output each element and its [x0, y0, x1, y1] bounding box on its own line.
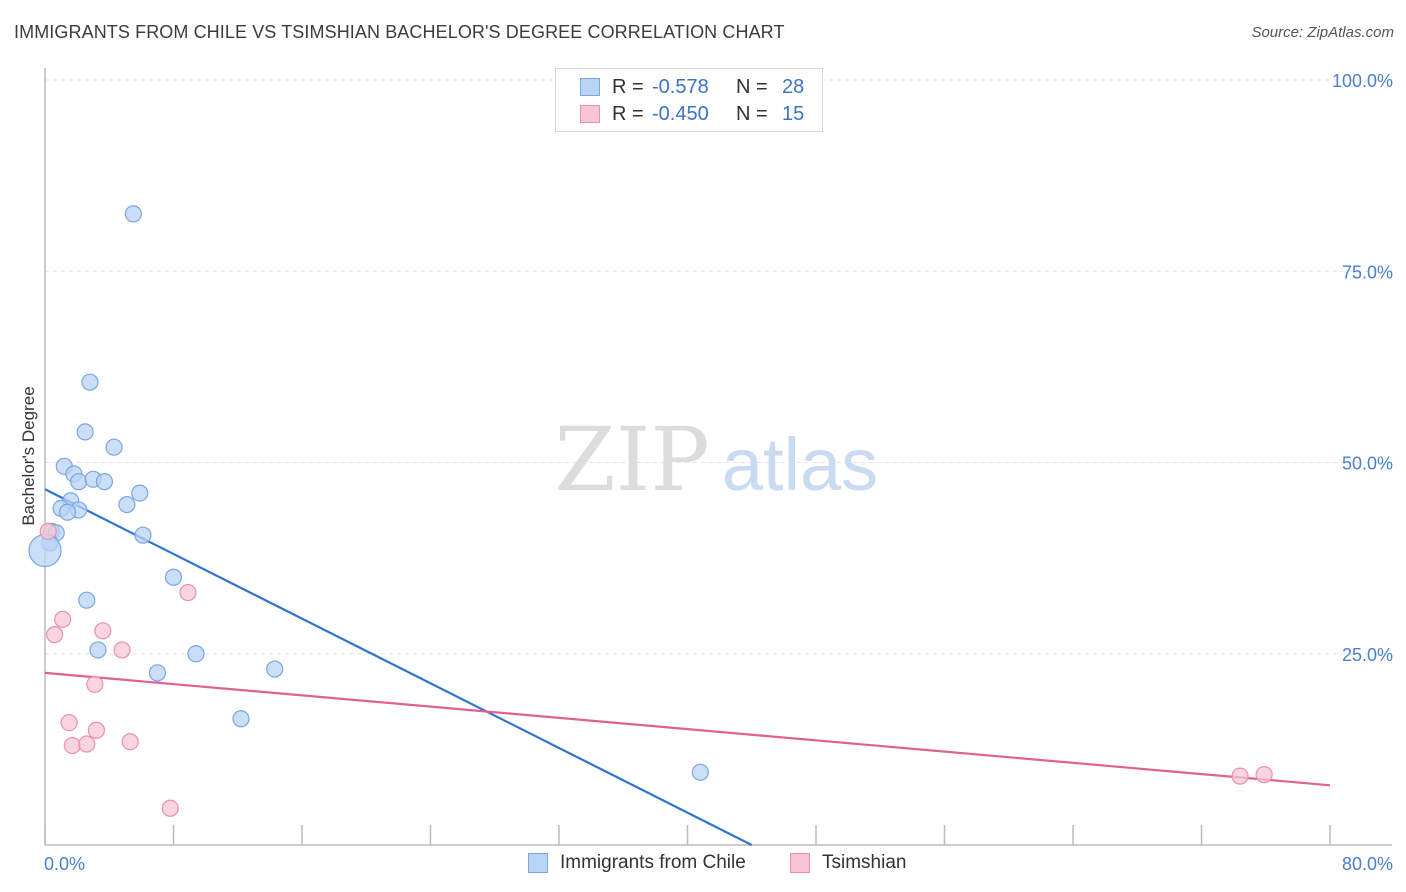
data-point-chile — [89, 641, 107, 659]
data-point-tsimshian — [39, 522, 57, 540]
data-point-tsimshian — [113, 641, 131, 659]
series-legend-tsimshian[interactable]: Tsimshian — [790, 852, 906, 874]
correlation-legend: R = -0.578 N = 28 R = -0.450 N = 15 — [555, 68, 823, 132]
data-point-tsimshian — [54, 610, 72, 628]
watermark-atlas: atlas — [722, 423, 878, 506]
y-tick-label: 75.0% — [1342, 262, 1393, 282]
data-point-chile — [118, 495, 136, 514]
series-legend: Immigrants from Chile Tsimshian — [0, 852, 1406, 878]
y-tick-label: 100.0% — [1332, 71, 1393, 91]
data-point-tsimshian — [78, 735, 96, 753]
data-point-chile — [131, 484, 149, 502]
data-point-chile — [691, 763, 709, 781]
x-tick-label: 80.0% — [1342, 854, 1393, 874]
data-point-chile — [187, 645, 205, 663]
legend-swatch-tsimshian — [580, 105, 600, 123]
legend-swatch-chile — [580, 78, 600, 96]
data-point-tsimshian — [94, 622, 112, 640]
x-tick-label: 0.0% — [44, 854, 85, 874]
legend-r-label: R = — [612, 102, 644, 125]
data-point-tsimshian — [87, 721, 106, 739]
legend-r-label: R = — [612, 75, 644, 98]
data-point-tsimshian — [86, 675, 104, 693]
data-point-chile — [76, 423, 94, 441]
data-point-tsimshian — [46, 626, 64, 644]
legend-row-tsimshian: R = -0.450 N = 15 — [580, 101, 804, 127]
legend-row-chile: R = -0.578 N = 28 — [580, 74, 804, 100]
source-label: Source: ZipAtlas.com — [1251, 24, 1394, 41]
data-point-chile — [70, 473, 88, 491]
data-point-tsimshian — [161, 799, 179, 817]
series-label-tsimshian: Tsimshian — [822, 852, 907, 873]
y-axis-label: Bachelor's Degree — [19, 386, 38, 525]
data-point-tsimshian — [1231, 767, 1249, 785]
axes — [44, 68, 1392, 846]
chart-title: IMMIGRANTS FROM CHILE VS TSIMSHIAN BACHE… — [14, 22, 785, 42]
legend-r-value: -0.578 — [652, 75, 709, 98]
legend-n-label: N = — [736, 75, 768, 98]
axis-labels: 25.0% 50.0% 75.0% 100.0% 0.0% 80.0% — [44, 71, 1393, 874]
data-point-chile — [105, 438, 123, 456]
trendline-tsimshian — [44, 671, 1331, 787]
data-point-chile — [124, 205, 142, 223]
watermark-zip: ZIP — [554, 408, 709, 511]
grid-lines — [45, 79, 1392, 655]
series-label-chile: Immigrants from Chile — [560, 852, 746, 873]
data-point-chile — [78, 591, 96, 609]
trendline-chile — [44, 488, 753, 846]
y-tick-label: 25.0% — [1342, 645, 1393, 665]
data-point-chile — [81, 373, 99, 391]
trendlines — [44, 488, 1331, 846]
data-point-chile — [148, 664, 167, 682]
series-swatch-chile — [528, 853, 548, 873]
series-legend-chile[interactable]: Immigrants from Chile — [528, 852, 746, 874]
data-point-tsimshian — [121, 733, 139, 751]
data-points — [28, 205, 1273, 817]
legend-n-value: 28 — [782, 75, 805, 98]
data-point-chile — [266, 660, 284, 678]
data-point-tsimshian — [60, 713, 78, 732]
data-point-chile — [134, 526, 152, 544]
data-point-tsimshian — [63, 736, 81, 755]
data-point-chile — [164, 568, 183, 586]
data-point-chile — [95, 473, 114, 491]
data-point-tsimshian — [1255, 766, 1273, 784]
legend-r-value: -0.450 — [652, 102, 709, 125]
legend-n-label: N = — [736, 102, 768, 125]
data-point-tsimshian — [179, 583, 197, 602]
data-point-chile — [232, 710, 250, 728]
series-swatch-tsimshian — [790, 853, 810, 873]
y-tick-label: 50.0% — [1342, 454, 1393, 474]
legend-n-value: 15 — [782, 102, 805, 125]
data-point-chile — [58, 503, 77, 521]
watermark: ZIP atlas — [554, 408, 878, 511]
